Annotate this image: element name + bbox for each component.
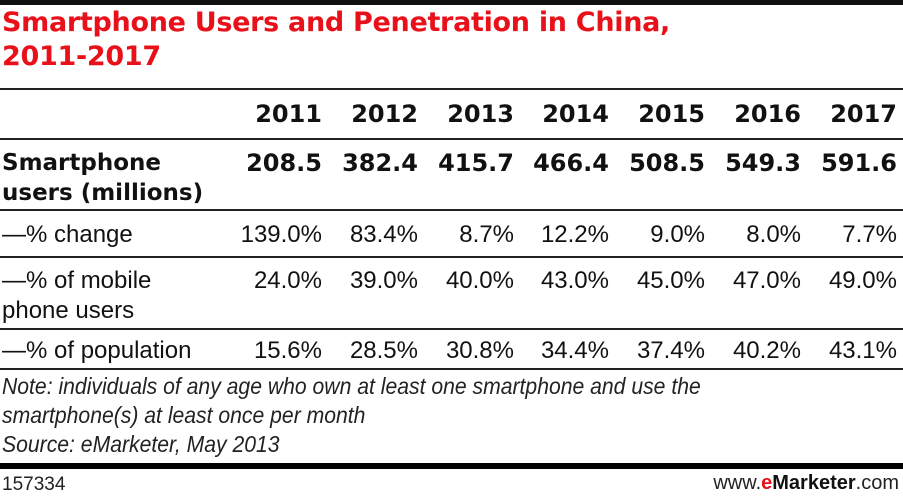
chart-note: Note: individuals of any age who own at … (2, 372, 830, 459)
table-cell-2016: 8.0% (746, 221, 801, 248)
table-cell-2014: 34.4% (540, 337, 609, 364)
title-line-1: Smartphone Users and Penetration in Chin… (2, 7, 670, 38)
divider-row-2 (0, 256, 903, 258)
table-cell-2014: 43.0% (540, 267, 609, 294)
top-rule (0, 0, 903, 5)
table-cell-2016: 549.3 (725, 149, 801, 177)
brand-e: e (761, 472, 773, 494)
title-line-2: 2011-2017 (2, 41, 161, 72)
table-cell-2015: 37.4% (636, 337, 705, 364)
divider-row-3 (0, 328, 903, 330)
table-cell-2011: 139.0% (240, 221, 322, 248)
table-cell-2013: 415.7 (438, 149, 514, 177)
divider-row-4 (0, 368, 903, 370)
table-cell-2015: 45.0% (636, 267, 705, 294)
chart-id: 157334 (2, 474, 66, 495)
divider-header (0, 138, 903, 140)
row-label: —% of mobile (2, 267, 152, 294)
table-cell-2017: 43.1% (828, 337, 897, 364)
table-cell-2014: 466.4 (533, 149, 609, 177)
table-cell-2017: 7.7% (842, 221, 897, 248)
column-header-2014: 2014 (542, 100, 609, 128)
column-header-2016: 2016 (734, 100, 801, 128)
table-cell-2013: 40.0% (445, 267, 514, 294)
divider-row-1 (0, 209, 903, 211)
table-cell-2015: 508.5 (629, 149, 705, 177)
column-header-2017: 2017 (830, 100, 897, 128)
table-cell-2013: 8.7% (459, 221, 514, 248)
source-line: Source: eMarketer, May 2013 (2, 431, 280, 457)
brand-suffix: .com (855, 472, 899, 494)
row-label: Smartphone (2, 150, 162, 176)
brand-name: Marketer (772, 472, 856, 494)
table-cell-2017: 591.6 (821, 149, 897, 177)
table-cell-2016: 47.0% (732, 267, 801, 294)
table-cell-2012: 28.5% (349, 337, 418, 364)
table-cell-2012: 39.0% (349, 267, 418, 294)
brand-logo: www.eMarketer.com (713, 472, 899, 495)
brand-prefix: www. (713, 472, 762, 494)
table-cell-2012: 83.4% (349, 221, 418, 248)
table-cell-2015: 9.0% (650, 221, 705, 248)
table-cell-2011: 15.6% (253, 337, 322, 364)
divider-title (0, 88, 903, 90)
table-cell-2014: 12.2% (540, 221, 609, 248)
chart-title: Smartphone Users and Penetration in Chin… (2, 6, 882, 74)
table-cell-2013: 30.8% (445, 337, 514, 364)
column-header-2015: 2015 (638, 100, 705, 128)
column-header-2012: 2012 (351, 100, 418, 128)
note-line-1: Note: individuals of any age who own at … (2, 373, 701, 399)
table-cell-2011: 208.5 (246, 149, 322, 177)
row-label: —% change (2, 221, 133, 248)
column-header-2011: 2011 (255, 100, 322, 128)
table-cell-2016: 40.2% (732, 337, 801, 364)
table-cell-2017: 49.0% (828, 267, 897, 294)
note-line-2: smartphone(s) at least once per month (2, 402, 366, 428)
table-cell-2011: 24.0% (253, 267, 322, 294)
row-label-continued: users (millions) (2, 180, 204, 206)
row-label-continued: phone users (2, 297, 135, 324)
table-cell-2012: 382.4 (342, 149, 418, 177)
row-label: —% of population (2, 337, 192, 364)
bottom-rule (0, 463, 903, 469)
column-header-2013: 2013 (447, 100, 514, 128)
